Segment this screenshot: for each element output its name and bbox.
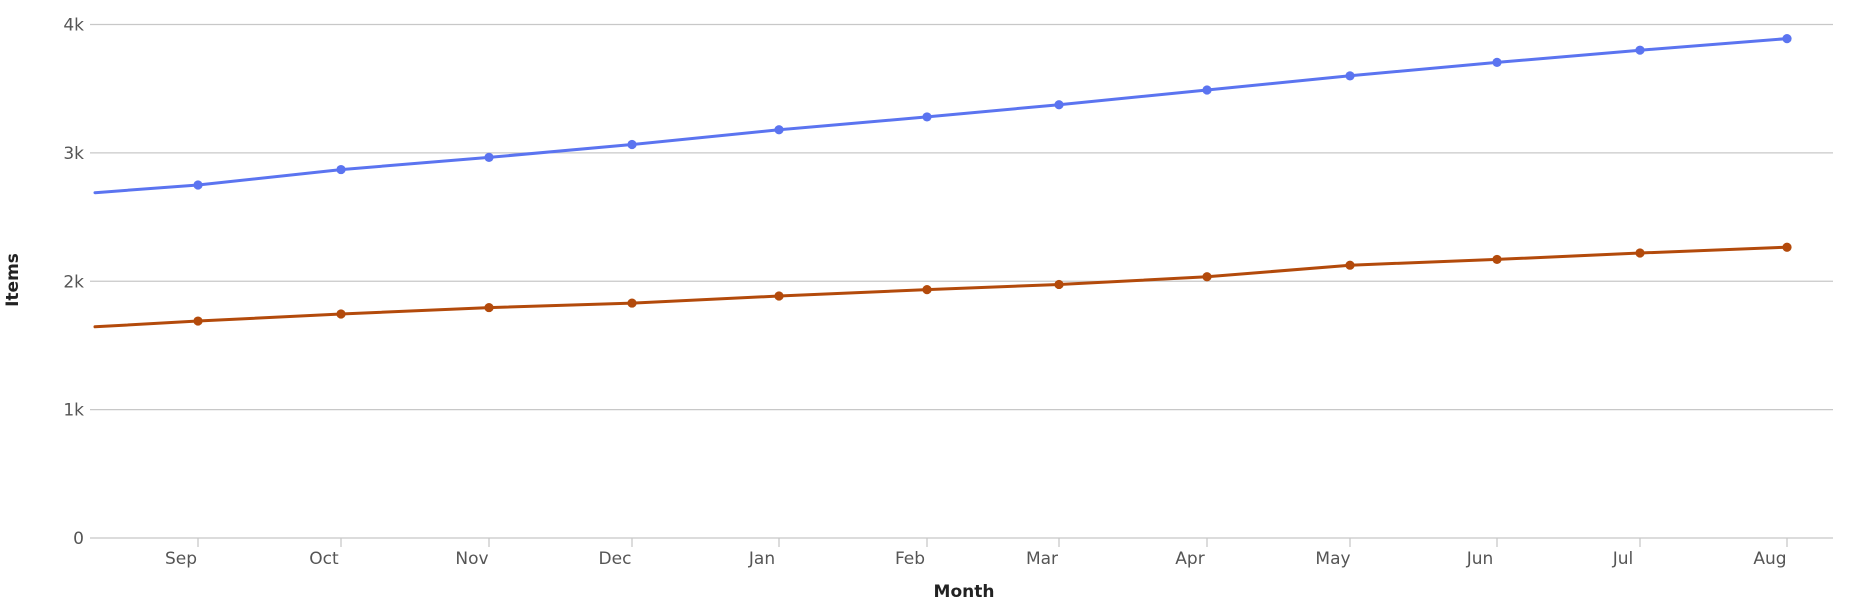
x-tick-label: Feb	[895, 549, 925, 569]
data-point	[193, 180, 203, 190]
x-tick-label: Mar	[1026, 549, 1058, 569]
y-tick-label: 4k	[63, 16, 84, 36]
x-tick-label: Jun	[1466, 549, 1494, 569]
data-point	[336, 309, 346, 319]
data-point	[1345, 260, 1355, 270]
data-point	[774, 291, 784, 301]
x-axis-ticks: Sep Oct Nov Dec Jan Feb Mar Apr May Jun Jul Aug	[165, 538, 1788, 569]
data-point	[627, 139, 637, 150]
y-axis-tick-labels: 0 1k 2k 3k 4k	[63, 16, 84, 550]
data-point	[193, 316, 203, 326]
data-point	[1782, 34, 1792, 44]
data-point	[484, 152, 494, 162]
grid-lines	[90, 23, 1833, 539]
y-tick-label: 1k	[63, 401, 84, 421]
data-point	[627, 298, 637, 308]
y-tick-label: 2k	[63, 272, 84, 292]
series-2-line	[93, 245, 1789, 329]
y-tick-label: 3k	[63, 144, 84, 164]
data-point	[1054, 100, 1064, 110]
data-point	[774, 125, 784, 135]
data-point	[1054, 279, 1064, 290]
data-point	[922, 284, 932, 295]
x-tick-label: Oct	[309, 549, 339, 569]
y-tick-label: 0	[73, 529, 84, 549]
x-tick-label: Jan	[748, 549, 775, 569]
data-point	[1345, 71, 1355, 81]
series-1-line	[93, 37, 1789, 195]
series-2	[93, 242, 1792, 329]
x-tick-label: Nov	[455, 549, 488, 569]
x-tick-label: Apr	[1175, 549, 1204, 569]
data-point	[336, 164, 346, 175]
data-series	[93, 34, 1792, 329]
data-point	[1782, 242, 1792, 252]
data-point	[1635, 248, 1645, 258]
data-point	[1202, 85, 1212, 95]
data-point	[484, 302, 494, 313]
data-point	[1635, 45, 1645, 55]
x-tick-label: May	[1315, 549, 1350, 569]
data-point	[1202, 272, 1212, 282]
series-1	[93, 34, 1792, 195]
x-tick-label: Jul	[1612, 549, 1634, 569]
x-tick-label: Sep	[165, 549, 197, 569]
x-tick-label: Aug	[1753, 549, 1786, 569]
y-axis-title: Items	[3, 253, 23, 307]
x-axis-title: Month	[934, 582, 995, 600]
data-point	[922, 112, 932, 122]
data-point	[1492, 254, 1502, 265]
x-tick-label: Dec	[599, 549, 632, 569]
data-point	[1492, 57, 1502, 67]
